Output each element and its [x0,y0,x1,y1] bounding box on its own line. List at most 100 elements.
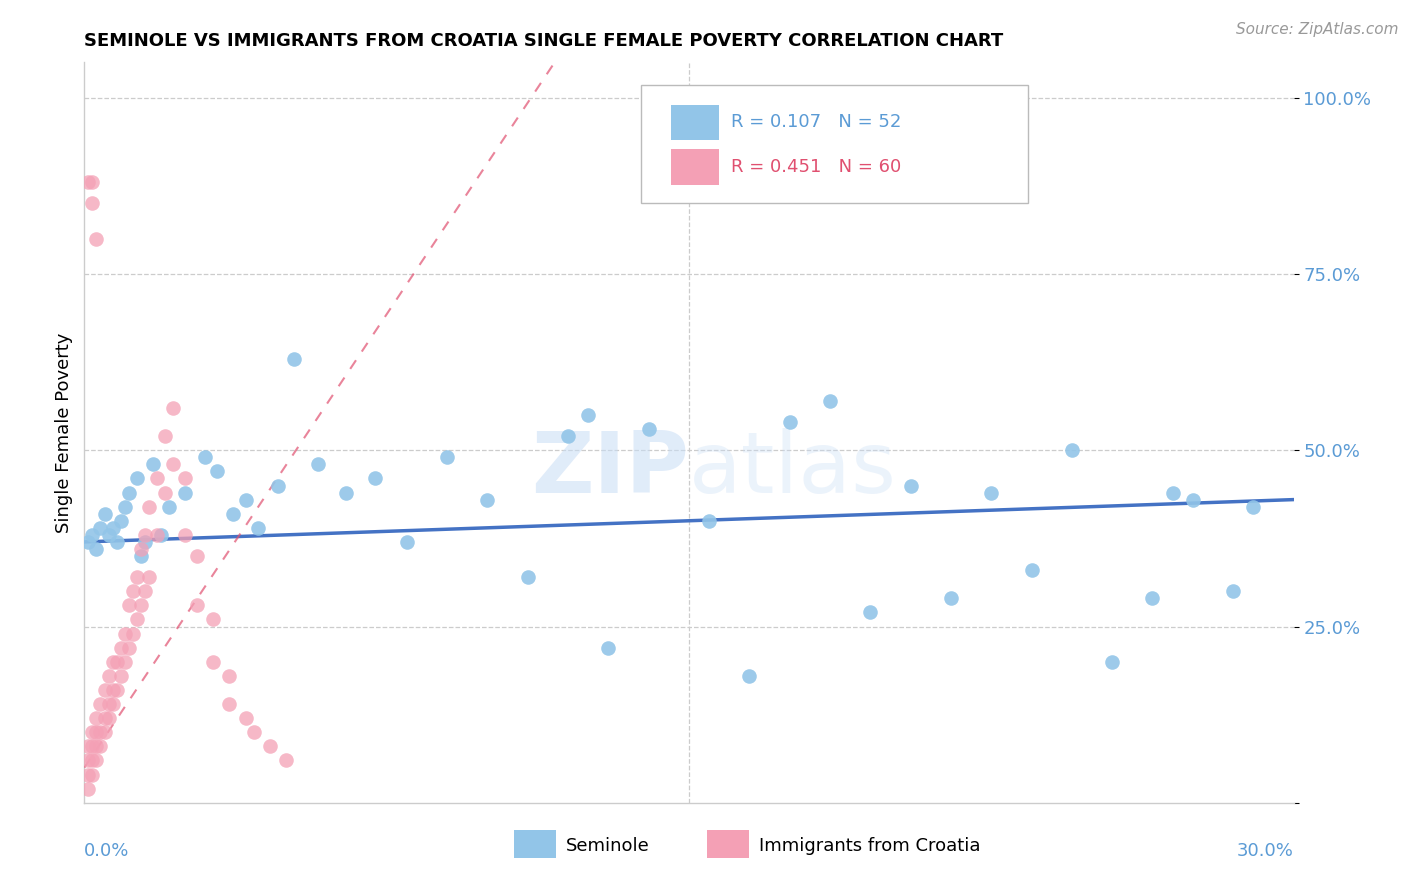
Point [202,612,225,626]
Text: Seminole: Seminole [565,837,650,855]
Point [153,485,176,500]
Point [134,528,156,542]
Point [1060,443,1083,458]
Point [307,458,329,472]
Point [149,528,172,542]
Point [174,471,197,485]
Point [207,464,229,478]
Point [1241,500,1264,514]
Point [114,500,136,514]
Point [259,739,281,754]
Point [118,485,141,500]
Bar [707,830,749,858]
Point [129,599,152,613]
Point [105,535,128,549]
Bar [513,830,555,858]
Point [1181,492,1204,507]
Point [77,767,100,781]
Point [125,570,148,584]
Point [174,485,197,500]
Point [110,669,132,683]
Point [576,408,599,422]
Point [86,754,108,768]
Point [129,541,152,556]
Point [157,500,180,514]
Point [395,535,418,549]
Point [77,739,100,754]
Point [1021,563,1043,577]
FancyBboxPatch shape [641,85,1028,203]
Text: Immigrants from Croatia: Immigrants from Croatia [759,837,980,855]
Text: ZIP: ZIP [531,428,689,511]
Point [283,351,305,366]
Point [86,232,108,246]
Point [93,725,115,739]
Y-axis label: Single Female Poverty: Single Female Poverty [55,333,73,533]
Point [101,683,124,698]
Point [97,711,120,725]
Point [86,711,108,725]
Point [1222,584,1244,599]
Text: R = 0.451   N = 60: R = 0.451 N = 60 [731,158,901,176]
Point [335,485,357,500]
Point [86,541,108,556]
Point [86,725,108,739]
Point [598,640,620,655]
Point [77,535,100,549]
Point [105,655,128,669]
Point [82,739,104,754]
Point [477,492,499,507]
Text: SEMINOLE VS IMMIGRANTS FROM CROATIA SINGLE FEMALE POVERTY CORRELATION CHART: SEMINOLE VS IMMIGRANTS FROM CROATIA SING… [84,32,1004,50]
Point [114,626,136,640]
Point [77,754,100,768]
Text: Source: ZipAtlas.com: Source: ZipAtlas.com [1236,22,1399,37]
Bar [671,149,720,185]
Point [186,599,208,613]
Point [436,450,458,465]
Point [110,514,132,528]
Text: 0.0%: 0.0% [84,842,129,860]
Point [121,626,143,640]
Point [222,507,245,521]
Point [129,549,152,563]
Point [138,500,160,514]
Point [89,697,111,711]
Point [142,458,165,472]
Point [980,485,1002,500]
Point [86,739,108,754]
Point [246,521,269,535]
Point [121,584,143,599]
Point [186,549,208,563]
Point [110,640,132,655]
Point [82,767,104,781]
Point [267,478,290,492]
Point [118,599,141,613]
Point [77,781,100,796]
Point [82,725,104,739]
Point [274,754,297,768]
Point [93,683,115,698]
Point [1101,655,1123,669]
Point [101,697,124,711]
Point [82,528,104,542]
Point [218,697,240,711]
Point [153,429,176,443]
Point [125,471,148,485]
Point [93,711,115,725]
Point [363,471,385,485]
Point [235,711,257,725]
Point [162,458,184,472]
Point [77,175,100,189]
Point [89,739,111,754]
Point [146,528,169,542]
Point [779,415,801,429]
Point [637,422,659,436]
Point [114,655,136,669]
Point [118,640,141,655]
Point [82,754,104,768]
Point [235,492,257,507]
Point [82,196,104,211]
Point [105,683,128,698]
Point [82,175,104,189]
Point [93,507,115,521]
